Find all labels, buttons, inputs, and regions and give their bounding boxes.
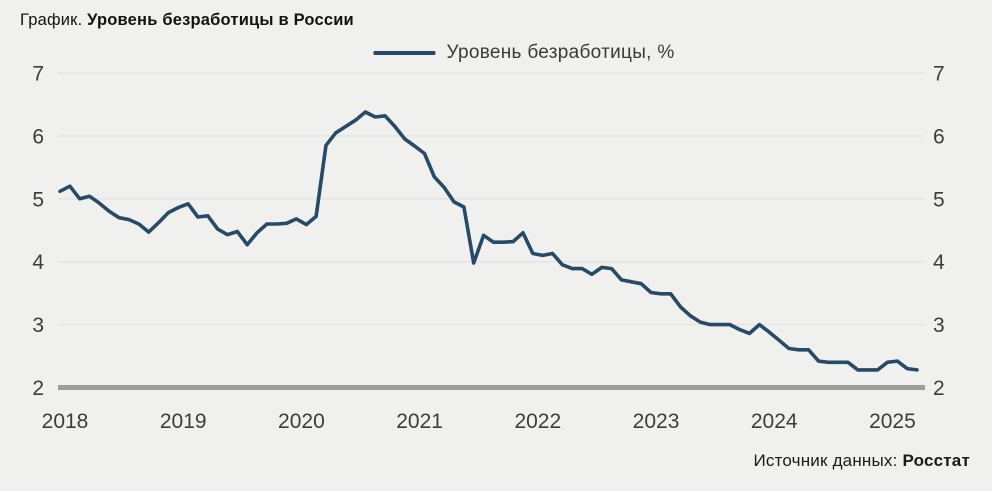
legend-line-swatch bbox=[373, 51, 436, 55]
legend: Уровень безработицы, % bbox=[373, 42, 674, 64]
y-tick-label-left-5: 5 bbox=[32, 188, 44, 211]
y-tick-label-right-5: 5 bbox=[933, 188, 945, 211]
y-tick-label-right-3: 3 bbox=[933, 314, 945, 337]
y-tick-label-right-6: 6 bbox=[933, 125, 945, 148]
x-tick-label-2023: 2023 bbox=[633, 410, 680, 433]
y-tick-label-left-4: 4 bbox=[32, 251, 44, 274]
chart-title-prefix: График. bbox=[20, 11, 83, 29]
x-tick-label-2020: 2020 bbox=[278, 410, 325, 433]
y-tick-label-right-2: 2 bbox=[933, 377, 945, 400]
unemployment-rate-line bbox=[58, 110, 919, 372]
y-tick-label-right-4: 4 bbox=[933, 251, 945, 274]
y-tick-label-left-3: 3 bbox=[32, 314, 44, 337]
y-tick-label-left-7: 7 bbox=[32, 63, 44, 86]
x-tick-label-2021: 2021 bbox=[396, 410, 443, 433]
x-tick-label-2025: 2025 bbox=[869, 410, 916, 433]
chart-title: График. Уровень безработицы в России bbox=[20, 11, 354, 30]
source-prefix: Источник данных: bbox=[753, 451, 898, 470]
legend-label: Уровень безработицы, % bbox=[446, 42, 675, 63]
data-source-note: Источник данных: Росстат bbox=[753, 451, 970, 471]
chart-title-main: Уровень безработицы в России bbox=[87, 11, 354, 29]
x-tick-label-2018: 2018 bbox=[42, 410, 89, 433]
y-tick-label-left-2: 2 bbox=[32, 377, 44, 400]
source-name: Росстат bbox=[902, 451, 970, 470]
y-tick-label-left-6: 6 bbox=[32, 125, 44, 148]
x-tick-label-2024: 2024 bbox=[751, 410, 798, 433]
y-tick-label-right-7: 7 bbox=[933, 63, 945, 86]
x-tick-label-2019: 2019 bbox=[160, 410, 207, 433]
x-tick-label-2022: 2022 bbox=[514, 410, 561, 433]
